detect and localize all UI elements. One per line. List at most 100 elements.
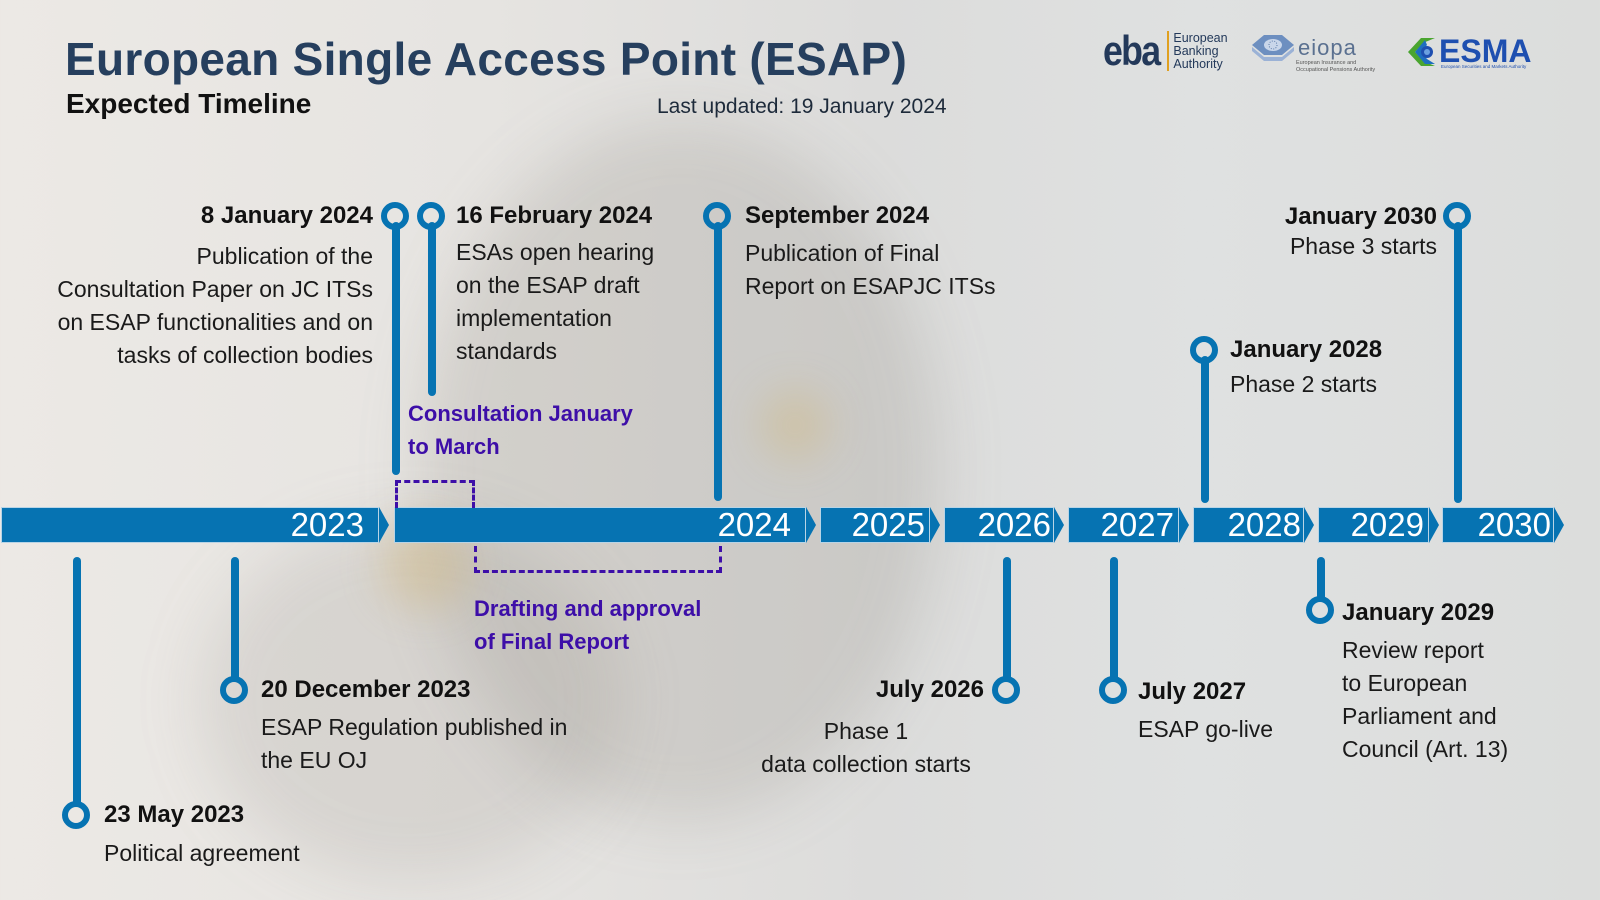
eiopa-emblem-icon <box>1252 35 1294 61</box>
event-date: July 2027 <box>1138 678 1247 705</box>
event-stem <box>231 557 239 682</box>
event-date: January 2030 <box>1284 203 1437 230</box>
event-description-line: Phase 3 starts <box>1289 233 1437 259</box>
event-stem <box>714 222 722 501</box>
event-date: 8 January 2024 <box>200 202 373 229</box>
period-line: Consultation January <box>408 401 633 426</box>
event-description-line: ESAP go-live <box>1138 716 1274 742</box>
event-stem <box>1317 557 1325 602</box>
event-date: 23 May 2023 <box>104 801 245 828</box>
event-stem <box>1003 557 1011 682</box>
event-date: July 2026 <box>875 676 984 703</box>
eba-line: Authority <box>1173 56 1223 71</box>
consultation-period-bracket <box>395 480 475 508</box>
event-description: ESAs open hearing on the ESAP draft impl… <box>456 236 654 368</box>
event-description-line: the EU OJ <box>261 747 368 773</box>
year-arrow <box>1304 507 1314 543</box>
event-description-line: Publication of the <box>196 243 373 269</box>
event-pin-icon <box>1306 596 1334 624</box>
period-line: Drafting and approval <box>474 596 702 621</box>
year-label: 2029 <box>1350 506 1424 543</box>
eiopa-logo-text: European Insurance and Occupational Pens… <box>1296 60 1375 74</box>
event-description-line: data collection starts <box>761 751 971 777</box>
event-pin-icon <box>62 801 90 829</box>
eiopa-logo-mark: eiopa <box>1298 35 1357 60</box>
year-bar-2027: 2027 <box>1068 506 1179 543</box>
year-bar-2028: 2028 <box>1193 506 1304 543</box>
year-arrow <box>1429 507 1439 543</box>
event-description: ESAP go-live <box>1138 713 1273 746</box>
eba-line: European <box>1173 30 1228 45</box>
year-arrow <box>1054 507 1064 543</box>
event-stem <box>1454 222 1462 503</box>
event-description-line: Report on ESAPJC ITSs <box>745 273 996 299</box>
last-updated: Last updated: 19 January 2024 <box>657 95 947 118</box>
year-bar-2023: 2023 <box>1 506 379 543</box>
event-description-line: Parliament and <box>1342 703 1497 729</box>
event-description: Review report to European Parliament and… <box>1342 634 1508 766</box>
year-arrow <box>1179 507 1189 543</box>
period-label-consultation: Consultation January to March <box>408 397 633 463</box>
event-pin-icon <box>417 202 445 230</box>
event-stem <box>1201 356 1209 503</box>
event-description-line: standards <box>456 338 558 364</box>
event-description: Publication of the Consultation Paper on… <box>57 240 373 372</box>
event-pin-icon <box>381 202 409 230</box>
year-label: 2028 <box>1227 506 1301 543</box>
eba-line: Banking <box>1173 43 1219 58</box>
event-description: Phase 3 starts <box>1290 230 1437 263</box>
event-description: Political agreement <box>104 837 300 870</box>
event-pin-icon <box>992 676 1020 704</box>
event-stem <box>428 222 436 396</box>
esma-logo-text: European Securities and Markets Authorit… <box>1441 64 1527 69</box>
period-label-drafting: Drafting and approval of Final Report <box>474 592 701 658</box>
event-pin-icon <box>1099 676 1127 704</box>
event-date: January 2029 <box>1342 599 1495 626</box>
eba-logo-mark: eba <box>1103 27 1161 74</box>
event-date: 20 December 2023 <box>261 676 471 703</box>
event-description: Publication of Final Report on ESAPJC IT… <box>745 237 996 303</box>
event-description: Phase 1 data collection starts <box>740 715 992 781</box>
event-description-line: Consultation Paper on JC ITSs <box>57 276 373 302</box>
eiopa-line: European Insurance and <box>1296 60 1357 66</box>
page-subtitle: Expected Timeline <box>66 88 312 119</box>
event-description-line: implementation <box>456 305 612 331</box>
eiopa-line: Occupational Pensions Authority <box>1296 67 1376 73</box>
event-date: 16 February 2024 <box>456 202 653 229</box>
esma-logo-mark: ESMA <box>1439 33 1532 69</box>
period-line: to March <box>408 434 500 459</box>
page-title: European Single Access Point (ESAP) <box>65 33 908 85</box>
event-date: September 2024 <box>745 202 930 229</box>
year-bar-2025: 2025 <box>820 506 930 543</box>
esma-emblem-icon <box>1408 38 1435 66</box>
background-highlight <box>760 390 830 460</box>
event-description-line: tasks of collection bodies <box>117 342 373 368</box>
year-arrow <box>930 507 940 543</box>
event-description: Phase 2 starts <box>1230 368 1377 401</box>
year-label: 2024 <box>717 506 791 543</box>
year-label: 2027 <box>1100 506 1174 543</box>
event-description-line: Phase 2 starts <box>1230 371 1378 397</box>
event-description-line: on the ESAP draft <box>456 272 640 298</box>
year-bar-2024: 2024 <box>394 506 806 543</box>
event-stem <box>73 557 81 807</box>
year-bar-2026: 2026 <box>944 506 1054 543</box>
event-description-line: on ESAP functionalities and on <box>57 309 373 335</box>
event-description-line: Review report <box>1342 637 1484 663</box>
event-description-line: ESAs open hearing <box>456 239 655 265</box>
year-arrow <box>1554 507 1564 543</box>
event-description-line: Council (Art. 13) <box>1342 736 1509 762</box>
event-description-line: Political agreement <box>104 840 300 866</box>
event-description-line: Phase 1 <box>823 718 909 744</box>
event-description-line: to European <box>1342 670 1468 696</box>
eiopa-logo: eiopa European Insurance and Occupationa… <box>1250 33 1380 75</box>
event-stem <box>1110 557 1118 682</box>
year-label: 2026 <box>977 506 1051 543</box>
eba-logo-divider <box>1167 31 1170 71</box>
event-pin-icon <box>1443 202 1471 230</box>
event-date: January 2028 <box>1230 336 1383 363</box>
event-description-line: ESAP Regulation published in <box>261 714 568 740</box>
eba-logo: eba European Banking Authority <box>1103 30 1228 72</box>
year-arrow <box>379 507 389 543</box>
event-pin-icon <box>220 676 248 704</box>
